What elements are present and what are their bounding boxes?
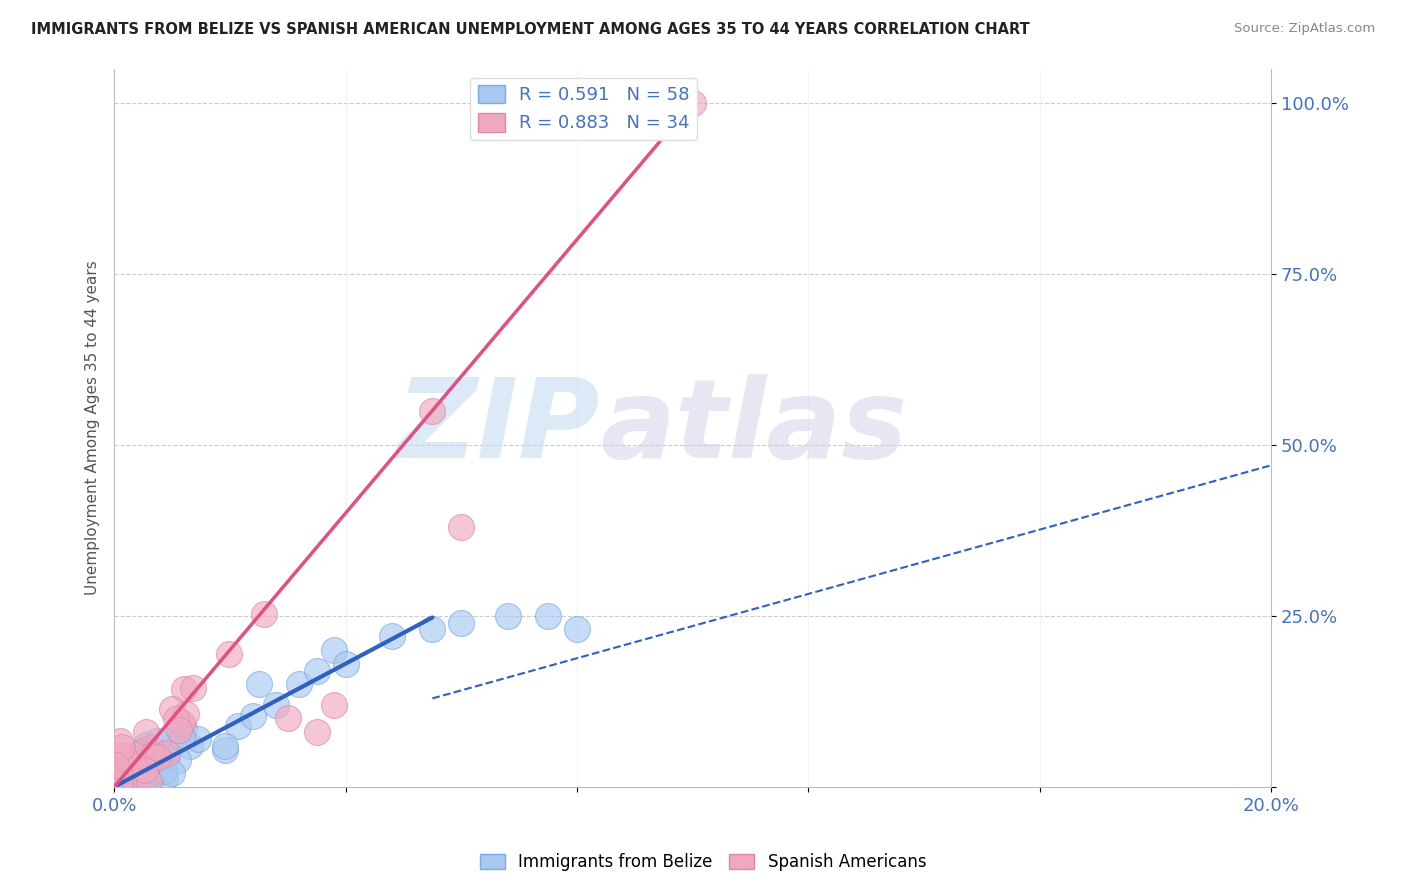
- Point: [141, 747, 163, 762]
- Point: [187, 731, 209, 746]
- Point: [125, 773, 148, 788]
- Point: [124, 771, 146, 785]
- Point: [226, 719, 249, 733]
- Point: [115, 780, 138, 794]
- Point: [156, 749, 179, 764]
- Text: ZIP: ZIP: [396, 374, 600, 481]
- Point: [305, 725, 328, 739]
- Point: [134, 763, 156, 777]
- Point: [420, 403, 443, 417]
- Point: [141, 741, 163, 756]
- Point: [146, 750, 169, 764]
- Point: [565, 623, 588, 637]
- Point: [103, 770, 125, 784]
- Point: [131, 766, 153, 780]
- Point: [173, 721, 195, 735]
- Point: [118, 764, 141, 778]
- Point: [125, 764, 148, 778]
- Point: [323, 698, 346, 712]
- Point: [104, 757, 127, 772]
- Point: [108, 734, 131, 748]
- Point: [128, 746, 150, 760]
- Point: [124, 762, 146, 776]
- Point: [118, 760, 141, 774]
- Point: [114, 763, 136, 777]
- Point: [125, 772, 148, 787]
- Point: [181, 681, 204, 695]
- Point: [121, 755, 143, 769]
- Point: [214, 743, 236, 757]
- Point: [174, 706, 197, 721]
- Point: [160, 701, 183, 715]
- Point: [165, 712, 187, 726]
- Point: [242, 709, 264, 723]
- Text: Source: ZipAtlas.com: Source: ZipAtlas.com: [1234, 22, 1375, 36]
- Point: [496, 608, 519, 623]
- Point: [218, 648, 240, 662]
- Point: [420, 623, 443, 637]
- Point: [288, 677, 311, 691]
- Point: [121, 762, 143, 776]
- Point: [114, 764, 136, 779]
- Point: [537, 608, 560, 623]
- Point: [450, 520, 472, 534]
- Point: [105, 776, 128, 790]
- Point: [107, 780, 129, 794]
- Legend: Immigrants from Belize, Spanish Americans: Immigrants from Belize, Spanish American…: [471, 845, 935, 880]
- Point: [253, 607, 276, 621]
- Point: [138, 774, 160, 789]
- Point: [160, 766, 183, 780]
- Point: [132, 746, 155, 760]
- Point: [129, 772, 152, 787]
- Point: [138, 773, 160, 788]
- Point: [114, 748, 136, 763]
- Y-axis label: Unemployment Among Ages 35 to 44 years: Unemployment Among Ages 35 to 44 years: [86, 260, 100, 595]
- Point: [135, 738, 157, 752]
- Point: [305, 664, 328, 678]
- Point: [170, 715, 193, 730]
- Point: [155, 771, 177, 785]
- Point: [152, 764, 174, 778]
- Point: [132, 780, 155, 794]
- Point: [173, 681, 195, 696]
- Point: [118, 769, 141, 783]
- Point: [179, 739, 201, 753]
- Point: [167, 753, 190, 767]
- Point: [142, 764, 165, 778]
- Point: [134, 743, 156, 757]
- Point: [139, 761, 162, 775]
- Point: [682, 95, 704, 110]
- Point: [277, 711, 299, 725]
- Point: [114, 757, 136, 772]
- Point: [104, 780, 127, 794]
- Legend: R = 0.591   N = 58, R = 0.883   N = 34: R = 0.591 N = 58, R = 0.883 N = 34: [470, 78, 697, 140]
- Point: [105, 749, 128, 764]
- Point: [156, 746, 179, 760]
- Point: [110, 780, 132, 794]
- Text: IMMIGRANTS FROM BELIZE VS SPANISH AMERICAN UNEMPLOYMENT AMONG AGES 35 TO 44 YEAR: IMMIGRANTS FROM BELIZE VS SPANISH AMERIC…: [31, 22, 1029, 37]
- Point: [381, 629, 404, 643]
- Point: [107, 769, 129, 783]
- Point: [125, 780, 148, 794]
- Point: [264, 698, 287, 712]
- Point: [134, 755, 156, 769]
- Point: [124, 764, 146, 778]
- Point: [145, 734, 167, 748]
- Point: [214, 739, 236, 753]
- Point: [450, 615, 472, 630]
- Point: [131, 772, 153, 787]
- Point: [139, 775, 162, 789]
- Point: [131, 745, 153, 759]
- Point: [111, 739, 134, 754]
- Point: [247, 677, 270, 691]
- Text: atlas: atlas: [600, 374, 907, 481]
- Point: [335, 657, 357, 671]
- Point: [167, 723, 190, 738]
- Point: [323, 643, 346, 657]
- Point: [163, 727, 186, 741]
- Point: [135, 780, 157, 794]
- Point: [108, 777, 131, 791]
- Point: [135, 724, 157, 739]
- Point: [170, 730, 193, 744]
